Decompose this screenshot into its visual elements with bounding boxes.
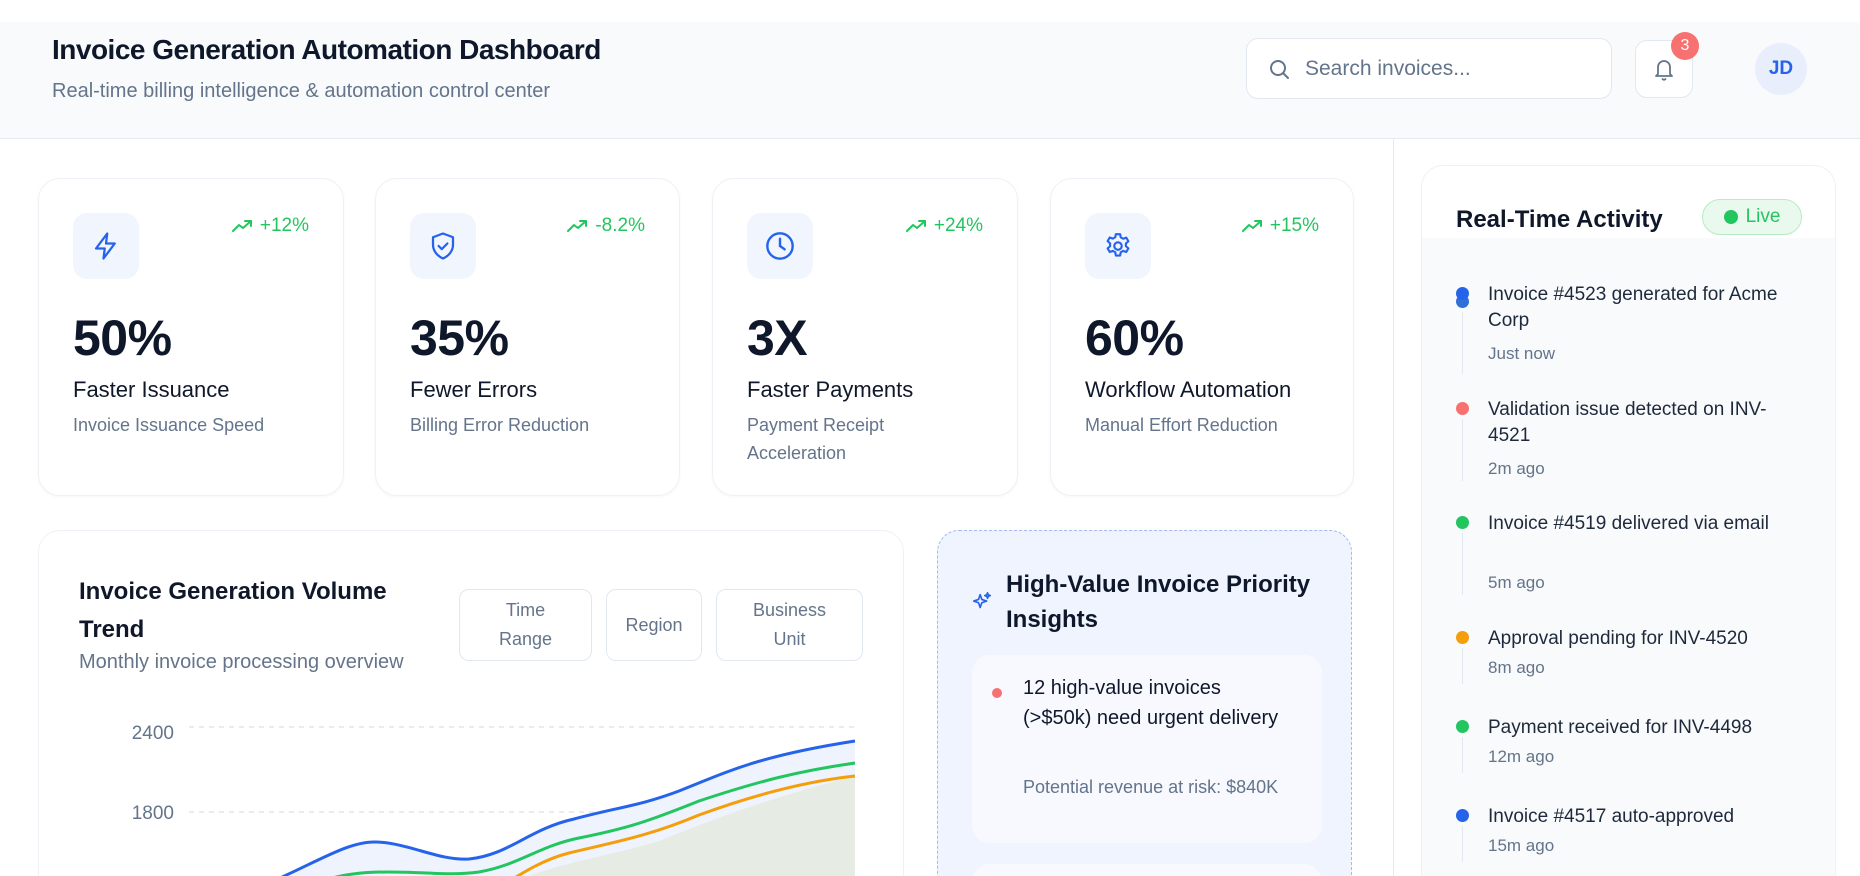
- kpi-trend: +12%: [231, 215, 309, 237]
- kpi-value: 60%: [1085, 310, 1184, 366]
- kpi-sublabel: Billing Error Reduction: [410, 415, 590, 435]
- kpi-card-fewer-errors: -8.2% 35% Fewer Errors Billing Error Red…: [375, 178, 680, 496]
- status-dot-icon: [1456, 720, 1469, 733]
- page-title: Invoice Generation Automation Dashboard: [52, 34, 601, 65]
- urgent-status-dot: [992, 688, 1002, 698]
- insights-title: High-Value Invoice Priority Insights: [1006, 571, 1311, 633]
- kpi-value: 50%: [73, 310, 172, 366]
- kpi-icon-box: [1085, 213, 1151, 279]
- time-range-filter-button[interactable]: Time Range: [459, 589, 592, 661]
- search-icon: [1270, 59, 1289, 79]
- kpi-trend: +15%: [1241, 215, 1319, 237]
- live-badge: Live: [1702, 199, 1802, 235]
- timeline-line: [1462, 737, 1463, 773]
- lightning-icon: [94, 232, 116, 260]
- top-strip: [0, 0, 1860, 22]
- kpi-icon-box: [410, 213, 476, 279]
- live-dot-icon: [1723, 210, 1738, 224]
- activity-time: 15m ago: [1488, 836, 1555, 855]
- sidebar-divider: [1393, 139, 1394, 876]
- shield-check-icon: [431, 232, 455, 260]
- kpi-value: 3X: [747, 310, 808, 366]
- chart-subtitle: Monthly invoice processing overview: [79, 651, 404, 673]
- y-tick-2400: 2400: [132, 723, 174, 744]
- region-filter-button[interactable]: Region: [606, 589, 702, 661]
- volume-trend-chart-card: Invoice Generation Volume Trend Monthly …: [38, 530, 904, 876]
- timeline-line: [1462, 419, 1463, 481]
- activity-text: Payment received for INV-4498: [1488, 717, 1753, 738]
- kpi-card-workflow-automation: +15% 60% Workflow Automation Manual Effo…: [1050, 178, 1354, 496]
- notifications-button[interactable]: [1635, 40, 1693, 98]
- sparkles-icon: [972, 592, 992, 609]
- kpi-card-faster-issuance: +12% 50% Faster Issuance Invoice Issuanc…: [38, 178, 344, 496]
- activity-text: Validation issue detected on INV-4521: [1488, 399, 1767, 446]
- trending-up-icon: [905, 220, 926, 232]
- notification-badge: 3: [1671, 32, 1699, 60]
- trending-up-icon: [567, 220, 588, 232]
- series-blue-line: [280, 739, 856, 876]
- insight-card[interactable]: 12 high-value invoices (>$50k) need urge…: [972, 655, 1322, 843]
- timeline-line: [1462, 648, 1463, 684]
- timeline-line: [1462, 312, 1463, 374]
- kpi-icon-box: [747, 213, 813, 279]
- real-time-activity-panel: Real-Time Activity Live Invoice #4523 ge…: [1421, 165, 1836, 876]
- kpi-label: Faster Payments: [747, 377, 914, 402]
- chart-title: Invoice Generation Volume Trend: [79, 578, 387, 643]
- kpi-sublabel: Invoice Issuance Speed: [73, 415, 265, 435]
- business-unit-filter-button[interactable]: Business Unit: [716, 589, 863, 661]
- trending-up-icon: [231, 220, 252, 232]
- insight-detail: Potential revenue at risk: $840K: [1023, 777, 1279, 797]
- kpi-label: Faster Issuance: [73, 377, 230, 402]
- activity-title: Real-Time Activity: [1456, 206, 1663, 233]
- status-dot-icon: [1456, 402, 1469, 415]
- kpi-card-faster-payments: +24% 3X Faster Payments Payment Receipt …: [712, 178, 1018, 496]
- status-dot-icon: [1456, 287, 1469, 300]
- search-box[interactable]: [1246, 38, 1612, 99]
- series-orange-line: [514, 774, 856, 876]
- clock-icon: [766, 232, 794, 260]
- volume-line-chart: 2400 1800: [132, 723, 856, 876]
- insight-card[interactable]: [972, 864, 1322, 876]
- status-dot-icon: [1456, 809, 1469, 822]
- status-dot-icon: [1456, 631, 1469, 644]
- kpi-label: Workflow Automation: [1085, 377, 1292, 402]
- activity-time: 2m ago: [1488, 459, 1545, 478]
- activity-text: Invoice #4523 generated for Acme Corp: [1488, 284, 1778, 331]
- trending-up-icon: [1241, 220, 1262, 232]
- series-green-line: [334, 761, 856, 876]
- y-tick-1800: 1800: [132, 803, 174, 824]
- kpi-trend: +24%: [905, 215, 983, 237]
- page-header: Invoice Generation Automation Dashboard …: [0, 22, 1860, 139]
- kpi-sublabel: Manual Effort Reduction: [1085, 415, 1278, 435]
- kpi-trend: -8.2%: [567, 215, 645, 237]
- timeline-line: [1462, 826, 1463, 862]
- gear-icon: [1106, 233, 1130, 257]
- high-value-insights-panel: High-Value Invoice Priority Insights 12 …: [937, 530, 1352, 876]
- user-avatar[interactable]: JD: [1755, 43, 1807, 95]
- kpi-icon-box: [73, 213, 139, 279]
- activity-text: Approval pending for INV-4520: [1488, 628, 1748, 649]
- kpi-label: Fewer Errors: [410, 377, 538, 402]
- activity-text: Invoice #4519 delivered via email: [1488, 513, 1769, 534]
- gray-area: [529, 776, 855, 876]
- kpi-sublabel: Payment Receipt Acceleration: [747, 415, 885, 463]
- status-dot-icon: [1456, 516, 1469, 529]
- search-input[interactable]: [1305, 56, 1585, 81]
- insight-text: 12 high-value invoices (>$50k) need urge…: [1023, 677, 1279, 729]
- activity-time: Just now: [1488, 344, 1556, 363]
- activity-time: 12m ago: [1488, 747, 1555, 766]
- activity-time: 5m ago: [1488, 573, 1545, 592]
- kpi-value: 35%: [410, 310, 509, 366]
- bell-icon: [1655, 60, 1673, 81]
- activity-feed[interactable]: Invoice #4523 generated for Acme Corp Ju…: [1422, 238, 1835, 876]
- timeline-line: [1462, 533, 1463, 595]
- activity-time: 8m ago: [1488, 658, 1545, 677]
- page-subtitle: Real-time billing intelligence & automat…: [52, 80, 551, 102]
- activity-text: Invoice #4517 auto-approved: [1488, 806, 1735, 827]
